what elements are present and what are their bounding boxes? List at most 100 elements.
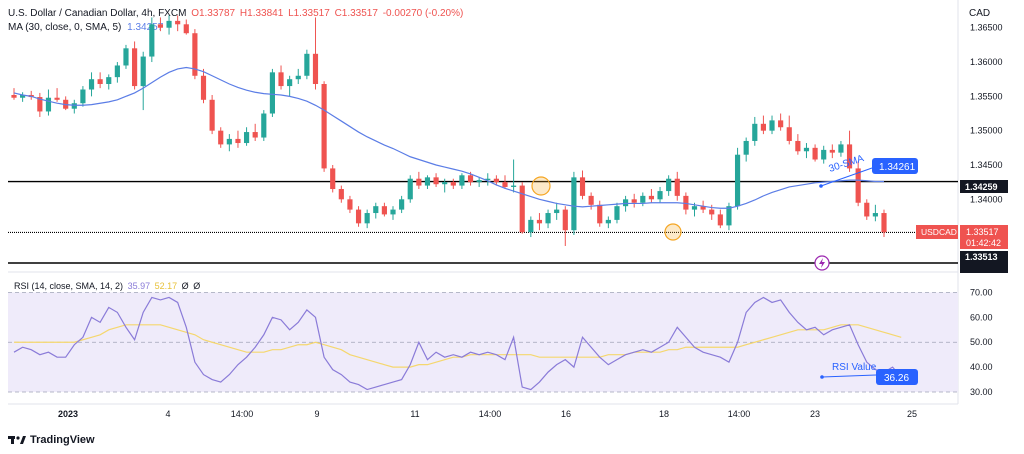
rsi-label: RSI (14, close, SMA, 14, 2)	[14, 281, 124, 291]
rsi-legend[interactable]: RSI (14, close, SMA, 14, 2) 35.97 52.17 …	[14, 281, 200, 291]
candle-body	[760, 123, 766, 131]
candle-body	[54, 97, 60, 100]
candle-body	[838, 144, 844, 153]
candle-body	[571, 177, 577, 231]
rsi-line	[13, 296, 902, 391]
candle-body	[450, 182, 456, 186]
candle-body	[149, 24, 155, 57]
rsi-tick-label: 60.00	[970, 312, 993, 322]
candle-body	[243, 132, 250, 144]
candle-body	[476, 180, 482, 183]
price-tick-label: 1.35000	[970, 126, 1003, 136]
last-price-label: 1.33517	[966, 227, 999, 237]
candle-body	[562, 209, 568, 231]
candle-body	[717, 214, 723, 226]
candle-body	[338, 189, 344, 200]
symbol-tag	[916, 225, 958, 239]
candle-body	[795, 140, 801, 152]
resistance-price-box	[960, 180, 1008, 193]
price-tick-label: 1.34500	[970, 160, 1003, 170]
candle-body	[381, 206, 387, 215]
candle-body	[373, 206, 379, 214]
support2-price-box	[960, 263, 1008, 273]
sma-line	[13, 66, 884, 209]
candle-body	[20, 94, 26, 98]
candle-body	[545, 213, 551, 224]
rsi-annotation-text: RSI Value	[832, 362, 877, 373]
candle-body	[648, 195, 655, 200]
time-tick-label: 14:00	[728, 409, 751, 419]
sma-value-badge	[872, 158, 918, 174]
candle-body	[588, 195, 594, 205]
sma-annotation-line	[820, 167, 873, 187]
candle-body	[218, 130, 224, 145]
candle-body	[579, 177, 586, 196]
candle-body	[657, 191, 663, 200]
time-tick-label: 14:00	[231, 409, 254, 419]
candle-body	[175, 20, 181, 25]
candle-body	[855, 168, 861, 203]
price-tick-label: 1.35500	[970, 91, 1003, 101]
candle-body	[278, 72, 284, 87]
candle-body	[631, 199, 637, 203]
rsi-tick-label: 30.00	[970, 387, 993, 397]
candle-body	[666, 178, 672, 192]
ohlc-open: O1.33787	[191, 8, 236, 19]
candle-body	[442, 182, 448, 185]
rsi-legend-value: 35.97	[127, 281, 151, 291]
candle-body	[778, 120, 784, 128]
candle-body	[433, 177, 439, 185]
time-tick-label: 11	[410, 409, 419, 419]
rsi-legend-v3: Ø	[181, 281, 189, 291]
candle-body	[614, 206, 620, 220]
rsi-tick-label: 40.00	[970, 362, 993, 372]
candle-body	[132, 48, 138, 87]
rsi-tick-label: 50.00	[970, 337, 993, 347]
candle-body	[80, 89, 86, 104]
candle-body	[416, 178, 422, 186]
rsi-annotation-line	[821, 374, 877, 378]
tradingview-brand[interactable]: TradingView	[8, 434, 95, 446]
candle-body	[597, 204, 603, 224]
candle-body	[97, 79, 103, 85]
candle-body	[519, 185, 525, 233]
candle-body	[312, 53, 319, 85]
candle-body	[752, 123, 758, 141]
support-price-box	[960, 251, 1008, 263]
candle-body	[640, 195, 646, 203]
candle-body	[209, 99, 215, 131]
candle-body	[45, 97, 52, 112]
candle-body	[88, 79, 95, 90]
ma-value: 1.34257	[127, 22, 164, 33]
candle-body	[734, 154, 741, 207]
candle-body	[330, 168, 336, 190]
candle-body	[200, 75, 207, 100]
candle-body	[821, 149, 827, 160]
candle-body	[812, 147, 818, 160]
candle-body	[528, 219, 534, 233]
symbol-ohlc-line: U.S. Dollar / Canadian Dollar, 4h, FXCM …	[8, 8, 465, 19]
candle-body	[399, 199, 405, 210]
candle-body	[287, 79, 293, 87]
tradingview-logo-icon	[8, 436, 26, 444]
candle-body	[390, 209, 396, 215]
candle-body	[769, 120, 775, 131]
candle-body	[269, 72, 275, 114]
swing-low-marker	[664, 223, 682, 241]
candle-body	[166, 20, 172, 28]
bar-countdown: 01:42:42	[966, 238, 1001, 248]
candle-body	[192, 33, 198, 76]
candle-body	[709, 209, 715, 215]
candle-body	[71, 103, 77, 109]
ohlc-change: -0.00270 (-0.20%)	[382, 8, 464, 19]
time-tick-label: 23	[810, 409, 820, 419]
candle-body	[459, 175, 465, 186]
candle-body	[157, 24, 164, 28]
sma-annotation-dot	[819, 184, 823, 188]
candle-body	[123, 48, 129, 66]
rsi-ma-legend-value: 52.17	[154, 281, 178, 291]
ohlc-low: L1.33517	[288, 8, 330, 19]
ma-legend[interactable]: MA (30, close, 0, SMA, 5) 1.34257	[8, 22, 163, 33]
rsi-legend-v4: Ø	[193, 281, 201, 291]
